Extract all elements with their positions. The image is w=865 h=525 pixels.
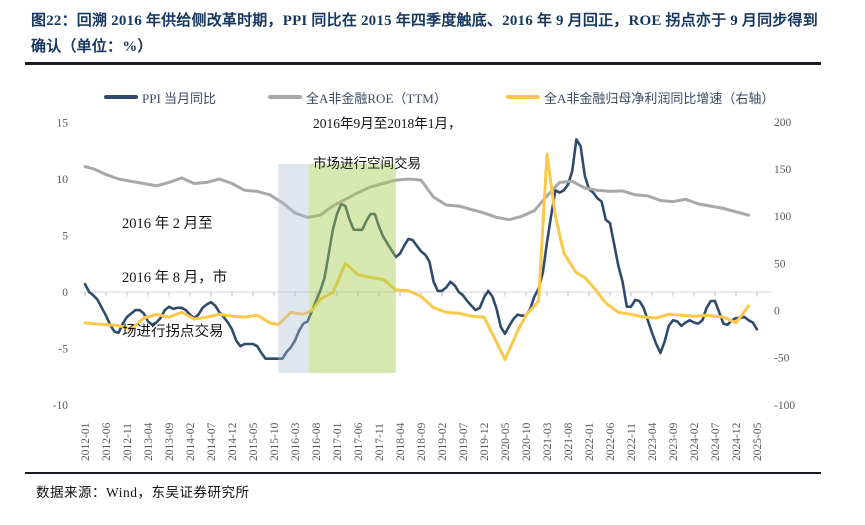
y-left-tick-label: -5	[58, 344, 68, 356]
annotation-space-trade: 2016年9月至2018年1月， 市场进行空间交易	[313, 114, 462, 174]
title-divider-rule	[25, 62, 821, 65]
y-right-tick-label: 100	[774, 211, 792, 223]
annotation-space-line2: 市场进行空间交易	[313, 156, 421, 171]
x-tick-label: 2020-05	[500, 422, 512, 461]
y-right-tick-label: -100	[774, 400, 795, 412]
x-tick-label: 2012-11	[122, 423, 134, 461]
x-tick-label: 2014-12	[227, 422, 239, 461]
y-left-tick-label: 0	[62, 287, 68, 299]
series-roe-line	[83, 165, 751, 222]
y-left-tick-label: 15	[57, 118, 69, 130]
data-source: 数据来源：Wind，东吴证券研究所	[36, 485, 250, 500]
y-left-tick-label: 5	[62, 231, 68, 243]
x-tick-label: 2015-10	[269, 422, 281, 461]
legend-item-ppi: PPI 当月同比	[104, 89, 217, 106]
x-tick-label: 2012-06	[101, 422, 113, 461]
band-turn-trade	[278, 164, 309, 373]
y-right-tick-label: 50	[774, 258, 786, 270]
x-tick-label: 2022-11	[626, 423, 638, 461]
x-tick-label: 2023-09	[668, 422, 680, 461]
y-right-tick-label: -50	[774, 353, 790, 365]
x-tick-label: 2013-04	[143, 422, 155, 461]
x-tick-label: 2022-01	[584, 422, 596, 461]
x-tick-label: 2018-04	[395, 422, 407, 461]
x-tick-label: 2016-03	[290, 422, 302, 461]
x-tick-label: 2024-02	[689, 422, 701, 461]
annotation-turn-line1: 2016 年 2 月至	[122, 216, 213, 232]
band-space-trade	[308, 164, 396, 373]
legend-label-roe: 全A非金融ROE（TTM）	[306, 90, 447, 106]
x-tick-label: 2024-12	[731, 422, 743, 461]
y-left-tick-label: 10	[57, 174, 69, 186]
legend-line-roe	[268, 95, 302, 99]
legend-label-profit: 全A非金融归母净利润同比增速（右轴）	[544, 90, 775, 106]
legend-label-ppi: PPI 当月同比	[142, 90, 217, 106]
x-tick-label: 2023-04	[647, 422, 659, 461]
legend-line-ppi	[104, 95, 138, 99]
figure-title: 图22：回溯 2016 年供给侧改革时期，PPI 同比在 2015 年四季度触底…	[31, 13, 818, 55]
x-tick-label: 2013-09	[164, 422, 176, 461]
y-right-tick-label: 200	[774, 117, 792, 129]
x-tick-label: 2022-06	[605, 422, 617, 461]
annotation-turn-line2: 2016 年 8 月，市	[122, 270, 228, 286]
x-tick-label: 2014-07	[206, 422, 218, 461]
x-tick-label: 2019-07	[458, 422, 470, 461]
x-tick-label: 2016-08	[311, 422, 323, 461]
x-tick-label: 2017-01	[332, 422, 344, 461]
x-tick-label: 2019-02	[437, 422, 449, 461]
annotation-space-line1: 2016年9月至2018年1月，	[313, 116, 462, 131]
x-tick-label: 2020-10	[521, 422, 533, 461]
x-tick-label: 2017-11	[374, 423, 386, 461]
legend-item-roe: 全A非金融ROE（TTM）	[268, 89, 447, 106]
x-tick-label: 2021-03	[542, 422, 554, 461]
x-tick-label: 2015-05	[248, 422, 260, 461]
series-profit-line	[83, 152, 751, 361]
y-left-tick-label: -10	[53, 400, 69, 412]
annotation-turn-line3: 场进行拐点交易	[122, 324, 224, 340]
y-right-tick-label: 0	[774, 306, 780, 318]
x-tick-label: 2018-09	[416, 422, 428, 461]
x-tick-label: 2014-02	[185, 422, 197, 461]
annotation-turn-trade: 2016 年 2 月至 2016 年 8 月，市 场进行拐点交易	[122, 211, 227, 346]
legend-item-profit: 全A非金融归母净利润同比增速（右轴）	[506, 89, 775, 106]
x-tick-label: 2019-12	[479, 422, 491, 461]
x-tick-label: 2012-01	[80, 422, 92, 461]
legend-line-profit	[506, 95, 540, 99]
x-tick-label: 2024-07	[710, 422, 722, 461]
x-tick-label: 2021-08	[563, 422, 575, 461]
x-tick-label: 2025-05	[752, 422, 764, 461]
bottom-divider-rule	[25, 472, 821, 474]
x-tick-label: 2017-06	[353, 422, 365, 461]
series-ppi-line	[83, 138, 759, 361]
y-right-tick-label: 150	[774, 164, 792, 176]
